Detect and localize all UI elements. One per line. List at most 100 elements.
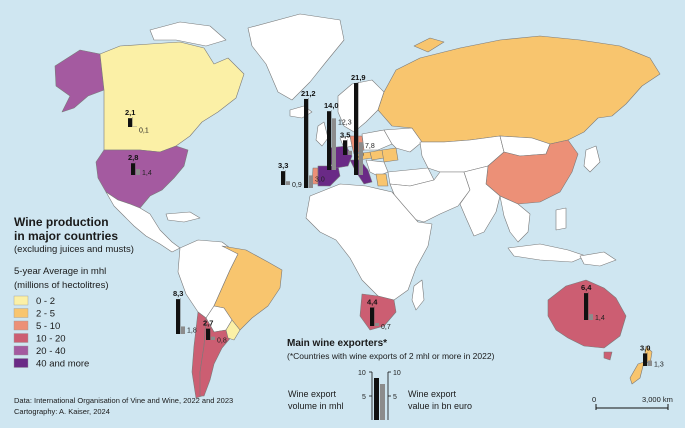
export-value-label-germany: 1,0 bbox=[354, 152, 364, 159]
russian-arctic-islands bbox=[413, 37, 445, 53]
export-value-bar-argentina bbox=[211, 336, 215, 340]
legend-class-label-4: 20 - 40 bbox=[36, 346, 66, 357]
export-volume-bar-canada bbox=[128, 118, 132, 127]
export-value-bar-chile bbox=[181, 326, 185, 334]
export-value-bar-spain bbox=[309, 175, 313, 188]
export-value-bar-portugal bbox=[286, 181, 290, 185]
export-value-label-argentina: 0,8 bbox=[217, 338, 227, 345]
legend-class-label-5: 40 and more bbox=[36, 359, 89, 370]
exporter-note: (*Countries with wine exports of 2 mhl o… bbox=[287, 351, 495, 361]
exporter-title: Main wine exporters* bbox=[287, 338, 387, 349]
philippines bbox=[555, 207, 567, 231]
legend-swatch-5 bbox=[13, 358, 29, 368]
export-volume-bar-italy bbox=[354, 83, 358, 175]
export-volume-label-argentina: 2,7 bbox=[203, 319, 213, 328]
export-volume-label-spain: 21,2 bbox=[301, 89, 316, 98]
export-value-label-spain: 3,0 bbox=[315, 176, 325, 183]
export-value-label-australia: 1,4 bbox=[595, 315, 605, 322]
export-value-bar-germany bbox=[348, 150, 352, 155]
eastern-europe bbox=[361, 129, 393, 151]
value-label-1: Wine export bbox=[408, 389, 457, 399]
legend-class-label-3: 10 - 20 bbox=[36, 334, 66, 345]
exporter-legend: Main wine exporters* (*Countries with wi… bbox=[287, 338, 495, 420]
volume-label-1: Wine export bbox=[288, 389, 337, 399]
volume-label-2: volume in mhl bbox=[288, 401, 344, 411]
export-volume-bar-south-africa bbox=[370, 307, 374, 326]
export-value-label-usa: 1,4 bbox=[142, 170, 152, 177]
export-value-label-new-zealand: 1,3 bbox=[654, 362, 664, 369]
caribbean bbox=[165, 211, 201, 223]
scale-value-5: 5 bbox=[393, 394, 397, 401]
export-volume-bar-france bbox=[327, 111, 331, 170]
legend-swatch-1 bbox=[13, 308, 29, 318]
legend-measure-note: (millions of hectolitres) bbox=[14, 280, 109, 291]
greece bbox=[375, 173, 389, 187]
legend-title-line2: in major countries bbox=[14, 229, 118, 243]
arctic-islands bbox=[149, 21, 227, 47]
legend-swatch-4 bbox=[13, 345, 29, 356]
export-value-bar-south-africa bbox=[375, 323, 379, 326]
legend-subtitle: (excluding juices and musts) bbox=[14, 244, 134, 255]
export-volume-bar-chile bbox=[176, 299, 180, 334]
greenland bbox=[247, 13, 345, 101]
export-volume-label-usa: 2,8 bbox=[128, 153, 138, 162]
export-volume-label-italy: 21,9 bbox=[351, 73, 366, 82]
export-value-label-italy: 7,8 bbox=[365, 143, 375, 150]
legend-class-label-2: 5 - 10 bbox=[36, 321, 60, 332]
export-value-label-south-africa: 0,7 bbox=[381, 324, 391, 331]
legend-class-label-1: 2 - 5 bbox=[36, 309, 55, 320]
india bbox=[459, 165, 501, 237]
legend-swatch-3 bbox=[13, 333, 29, 343]
export-volume-label-south-africa: 4,4 bbox=[367, 298, 378, 307]
export-volume-bar-portugal bbox=[281, 171, 285, 185]
export-value-label-canada: 0,1 bbox=[139, 128, 149, 135]
export-volume-bar-usa bbox=[131, 163, 135, 175]
sample-volume-bar bbox=[374, 378, 379, 420]
southeast-asia bbox=[499, 195, 531, 243]
scale-bar-end: 3,000 km bbox=[642, 395, 673, 404]
new-guinea bbox=[579, 251, 617, 267]
export-volume-bar-australia bbox=[584, 293, 588, 320]
legend-title-line1: Wine production bbox=[14, 215, 109, 229]
legend-swatch-0 bbox=[13, 295, 29, 306]
export-volume-label-portugal: 3,3 bbox=[278, 161, 288, 170]
south-africa bbox=[359, 293, 397, 331]
export-value-bar-australia bbox=[589, 314, 593, 320]
romania bbox=[381, 147, 399, 163]
export-volume-label-germany: 3,5 bbox=[340, 130, 350, 139]
sample-value-bar bbox=[380, 384, 385, 420]
export-volume-label-chile: 8,3 bbox=[173, 289, 183, 298]
scale-bar-start: 0 bbox=[592, 395, 596, 404]
export-value-bar-italy bbox=[359, 142, 363, 175]
tasmania bbox=[603, 351, 613, 361]
scale-bar: 0 3,000 km bbox=[592, 395, 673, 410]
indonesia bbox=[507, 243, 587, 263]
export-value-bar-usa bbox=[136, 169, 140, 175]
source-line-2: Cartography: A. Kaiser, 2024 bbox=[14, 407, 110, 416]
madagascar bbox=[411, 279, 425, 311]
export-volume-bar-argentina bbox=[206, 328, 210, 340]
uk bbox=[315, 121, 329, 147]
usa bbox=[95, 145, 189, 209]
export-volume-label-new-zealand: 3,0 bbox=[640, 343, 650, 352]
export-value-label-portugal: 0,9 bbox=[292, 182, 302, 189]
scale-volume-10: 10 bbox=[358, 370, 366, 377]
export-volume-label-france: 14,0 bbox=[324, 101, 339, 110]
export-value-bar-france bbox=[332, 118, 336, 170]
export-volume-label-australia: 6,4 bbox=[581, 283, 592, 292]
export-volume-bar-new-zealand bbox=[643, 353, 647, 366]
export-volume-label-canada: 2,1 bbox=[125, 108, 135, 117]
export-value-bar-new-zealand bbox=[648, 360, 652, 366]
scale-value-10: 10 bbox=[393, 370, 401, 377]
export-volume-bar-germany bbox=[343, 140, 347, 155]
legend-class-label-0: 0 - 2 bbox=[36, 296, 55, 307]
scale-volume-5: 5 bbox=[362, 394, 366, 401]
export-volume-bar-spain bbox=[304, 98, 308, 188]
exporter-bars: 2,1 0,1 2,8 1,4 3,3 0,9 21,2 3,0 14,0 12,3 3,5 1,0 2… bbox=[125, 73, 664, 369]
uruguay bbox=[225, 319, 241, 341]
legend-swatch-2 bbox=[13, 320, 29, 331]
production-legend: Wine production in major countries (excl… bbox=[13, 215, 134, 370]
africa bbox=[305, 183, 433, 301]
scandinavia bbox=[337, 79, 385, 133]
